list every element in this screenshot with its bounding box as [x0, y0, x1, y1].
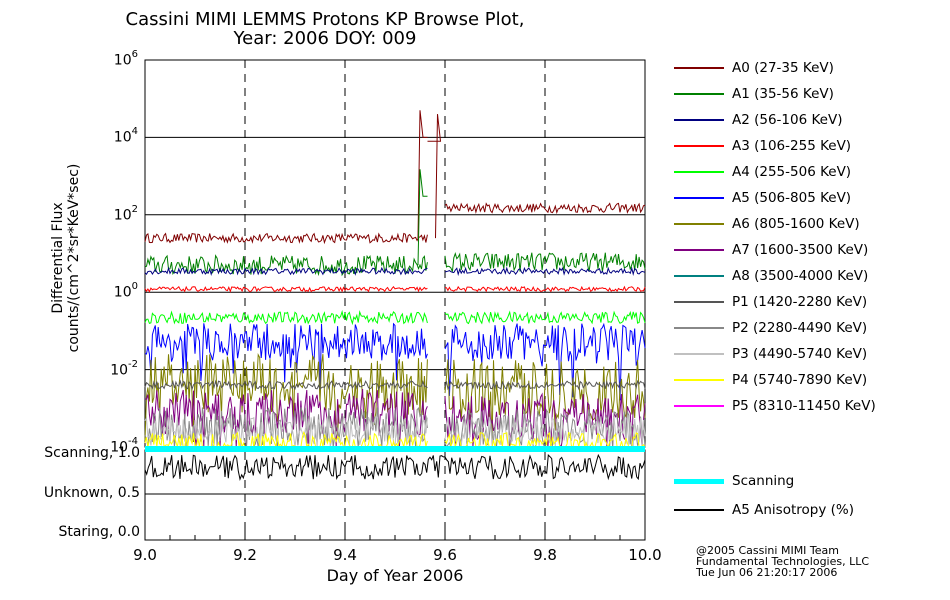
legend-label: A0 (27-35 KeV): [732, 60, 834, 76]
series-line-A0: [144, 232, 428, 245]
series-line-A0: [444, 202, 646, 215]
series-line-A6: [444, 359, 646, 443]
legend-swatch: [674, 197, 724, 199]
series-line-A7: [444, 392, 646, 449]
y-tick-label: 100: [113, 281, 138, 301]
legend-swatch: [674, 93, 724, 95]
y-tick-label: 106: [113, 49, 138, 69]
scan-tick-label: Unknown, 0.5: [43, 485, 140, 501]
legend-swatch: [674, 223, 724, 225]
series-line-A5: [444, 322, 646, 401]
scan-tick-label: Staring, 0.0: [58, 524, 140, 540]
legend-swatch: [674, 379, 724, 381]
legend-label: P5 (8310-11450 KeV): [732, 398, 876, 414]
series-line-A2: [444, 266, 646, 277]
y-tick-label: 102: [113, 203, 138, 224]
series-line-A7: [144, 388, 428, 448]
legend-label: A2 (56-106 KeV): [732, 112, 843, 128]
series-line-A4: [144, 309, 428, 326]
x-tick-label: 9.2: [233, 546, 257, 564]
series-line-A3: [444, 285, 646, 293]
x-axis-label: Day of Year 2006: [326, 566, 464, 585]
legend-label: A3 (106-255 KeV): [732, 138, 852, 154]
legend-label: A6 (805-1600 KeV): [732, 216, 860, 232]
series-line-A5: [144, 322, 428, 397]
x-tick-label: 9.0: [133, 546, 157, 564]
legend-swatch: [674, 67, 724, 69]
chart-title: Cassini MIMI LEMMS Protons KP Browse Plo…: [125, 9, 525, 49]
legend-swatch: [674, 145, 724, 147]
legend-swatch: [674, 171, 724, 173]
x-tick-label: 9.8: [533, 546, 557, 564]
legend-swatch: [674, 301, 724, 303]
credits: @2005 Cassini MIMI Team Fundamental Tech…: [696, 544, 870, 579]
series-line-P1: [444, 379, 646, 391]
series-line-A1: [444, 251, 646, 272]
legend-swatch: [674, 119, 724, 121]
legend-label: P4 (5740-7890 KeV): [732, 372, 868, 388]
legend-label: Scanning: [732, 473, 795, 489]
anisotropy-line: [144, 453, 646, 481]
series-line-A4: [444, 310, 646, 325]
series-spike-A1: [417, 169, 428, 266]
legend-label: P1 (1420-2280 KeV): [732, 294, 868, 310]
scan-tick-label: Scanning, 1.0: [44, 445, 140, 461]
legend-swatch: [674, 249, 724, 251]
legend-label: A7 (1600-3500 KeV): [732, 242, 869, 258]
legend-label: A8 (3500-4000 KeV): [732, 268, 869, 284]
legend-swatch: [674, 478, 724, 484]
y-tick-label: 104: [113, 126, 138, 147]
x-tick-label: 9.4: [333, 546, 357, 564]
y-tick-label: 10-2: [110, 358, 138, 379]
legend-swatch: [674, 353, 724, 355]
x-tick-label: 10.0: [628, 546, 662, 564]
legend-label: A1 (35-56 KeV): [732, 86, 834, 102]
legend-label: A5 (506-805 KeV): [732, 190, 852, 206]
series-line-A6: [144, 353, 428, 443]
legend-swatch: [674, 509, 724, 511]
legend-label: A4 (255-506 KeV): [732, 164, 852, 180]
y-axis-label: Differential Flux: [50, 202, 66, 314]
series-line-A2: [144, 266, 428, 276]
series-spike-A0: [427, 114, 442, 239]
series-line-P1: [144, 379, 428, 391]
legend-swatch: [674, 405, 724, 407]
legend-label: P3 (4490-5740 KeV): [732, 346, 868, 362]
x-tick-label: 9.6: [433, 546, 457, 564]
y-tick-label: 10-4: [110, 436, 138, 456]
legend-swatch: [674, 275, 724, 277]
legend-label: A5 Anisotropy (%): [732, 502, 854, 518]
legend-swatch: [674, 327, 724, 329]
scan-plot-frame: [144, 449, 646, 541]
series-spike-A0: [417, 110, 428, 239]
series-line-A3: [144, 285, 428, 293]
legend-label: P2 (2280-4490 KeV): [732, 320, 868, 336]
